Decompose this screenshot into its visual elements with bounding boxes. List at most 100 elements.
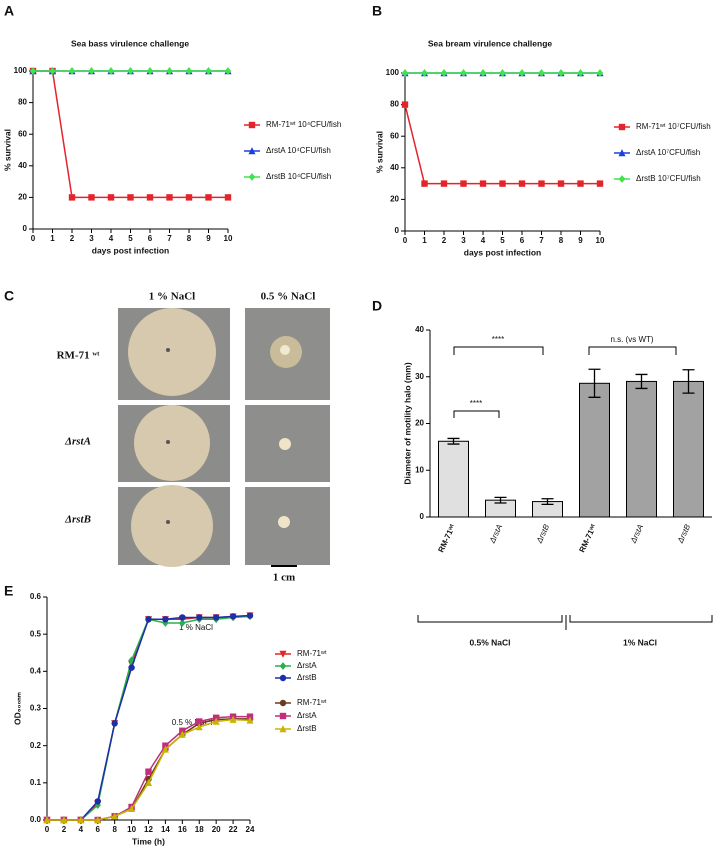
x-tick-label: RM-71ʷᵗ bbox=[436, 523, 457, 554]
x-tick-label: 3 bbox=[89, 234, 94, 243]
legend-label: ΔrstB 10⁷CFU/fish bbox=[636, 174, 701, 183]
y-tick-label: 40 bbox=[415, 325, 424, 334]
marker bbox=[111, 720, 118, 727]
marker bbox=[212, 614, 220, 621]
bar bbox=[673, 380, 704, 518]
annotation: **** bbox=[492, 335, 504, 344]
annotation: 0.5 % NaCl bbox=[172, 718, 213, 727]
y-tick-label: 0.0 bbox=[30, 815, 42, 824]
group-label: 0.5% NaCl bbox=[469, 637, 510, 647]
legend-label: ΔrstA 10⁷CFU/fish bbox=[636, 148, 700, 157]
marker bbox=[421, 69, 428, 77]
x-tick-label: RM-71ʷᵗ bbox=[577, 523, 598, 554]
legend-label: ΔrstA bbox=[297, 661, 317, 670]
marker bbox=[421, 180, 428, 187]
row-label: ΔrstB bbox=[64, 514, 91, 526]
y-tick-label: 10 bbox=[415, 465, 424, 474]
y-tick-label: 0.4 bbox=[30, 666, 42, 675]
x-tick-label: 18 bbox=[195, 825, 204, 834]
marker bbox=[128, 664, 135, 671]
legend-marker bbox=[279, 712, 287, 720]
marker bbox=[229, 715, 237, 723]
marker bbox=[440, 180, 448, 187]
x-tick-label: 0 bbox=[31, 234, 36, 243]
legend-label: RM-71ʷᵗ bbox=[297, 649, 327, 658]
x-tick-label: 10 bbox=[596, 236, 605, 245]
marker bbox=[166, 67, 173, 75]
y-tick-label: 80 bbox=[18, 98, 27, 107]
x-axis-label: Time (h) bbox=[132, 836, 165, 846]
y-tick-label: 100 bbox=[386, 68, 400, 77]
x-tick-label: 2 bbox=[62, 825, 67, 834]
y-tick-label: 0.3 bbox=[30, 704, 42, 713]
legend-marker bbox=[279, 699, 287, 707]
x-tick-label: 6 bbox=[520, 236, 525, 245]
marker bbox=[246, 716, 254, 724]
x-tick-label: ΔrstB bbox=[534, 522, 551, 545]
y-tick-label: 0 bbox=[395, 226, 400, 235]
marker bbox=[94, 801, 101, 809]
y-tick-label: 40 bbox=[390, 163, 399, 172]
marker bbox=[178, 730, 186, 738]
legend-label: ΔrstB bbox=[297, 673, 317, 682]
marker bbox=[146, 67, 154, 75]
panel-label: B bbox=[372, 3, 382, 19]
y-tick-label: 40 bbox=[18, 161, 27, 170]
marker bbox=[440, 69, 448, 77]
marker bbox=[144, 778, 153, 787]
x-tick-label: 14 bbox=[161, 825, 170, 834]
marker bbox=[479, 69, 487, 77]
marker bbox=[166, 194, 173, 201]
marker bbox=[88, 194, 95, 201]
legend-label: RM-71ʷᵗ 10⁴CFU/fish bbox=[266, 120, 341, 129]
x-tick-label: ΔrstB bbox=[675, 522, 692, 545]
marker bbox=[460, 180, 467, 187]
legend-label: ΔrstB bbox=[297, 724, 317, 733]
x-tick-label: 5 bbox=[500, 236, 505, 245]
series-line bbox=[47, 715, 250, 821]
chart-title: Sea bass virulence challenge bbox=[71, 38, 189, 48]
x-axis-label: days post infection bbox=[92, 245, 169, 255]
marker bbox=[557, 69, 565, 77]
bar bbox=[579, 382, 610, 518]
marker bbox=[94, 798, 101, 805]
chart-title: Sea bream virulence challenge bbox=[428, 38, 553, 48]
y-axis-label: Diameter of motility halo (mm) bbox=[402, 362, 412, 484]
marker bbox=[246, 612, 254, 619]
legend-marker bbox=[618, 123, 626, 131]
x-tick-label: 24 bbox=[246, 825, 255, 834]
x-tick-label: 10 bbox=[224, 234, 233, 243]
x-tick-label: 3 bbox=[461, 236, 466, 245]
legend-label: ΔrstB 10⁴CFU/fish bbox=[266, 172, 331, 181]
annotation: n.s. (vs WT) bbox=[610, 335, 653, 344]
marker bbox=[479, 180, 487, 187]
y-tick-label: 30 bbox=[415, 372, 424, 381]
legend-label: ΔrstA bbox=[297, 711, 317, 720]
marker bbox=[49, 67, 56, 75]
y-tick-label: 20 bbox=[415, 419, 424, 428]
marker bbox=[146, 194, 154, 201]
legend-marker bbox=[279, 662, 287, 670]
x-tick-label: 2 bbox=[70, 234, 75, 243]
y-axis-label: % survival bbox=[374, 131, 384, 173]
photo-grid bbox=[118, 308, 330, 567]
legend-label: RM-71ʷᵗ bbox=[297, 698, 327, 707]
marker bbox=[145, 768, 152, 775]
marker bbox=[88, 67, 95, 75]
x-tick-label: 5 bbox=[128, 234, 133, 243]
x-tick-label: 6 bbox=[96, 825, 101, 834]
x-tick-label: 10 bbox=[127, 825, 136, 834]
legend-marker bbox=[618, 175, 626, 183]
x-tick-label: 9 bbox=[578, 236, 583, 245]
marker bbox=[111, 812, 119, 820]
marker bbox=[94, 816, 102, 824]
marker bbox=[127, 194, 134, 201]
marker bbox=[499, 69, 506, 77]
legend-label: RM-71ʷᵗ 10⁷CFU/fish bbox=[636, 122, 711, 131]
marker bbox=[107, 67, 115, 75]
marker bbox=[179, 614, 186, 621]
x-tick-label: 4 bbox=[481, 236, 486, 245]
marker bbox=[77, 816, 85, 824]
x-tick-label: 0 bbox=[45, 825, 50, 834]
x-tick-label: 4 bbox=[109, 234, 114, 243]
